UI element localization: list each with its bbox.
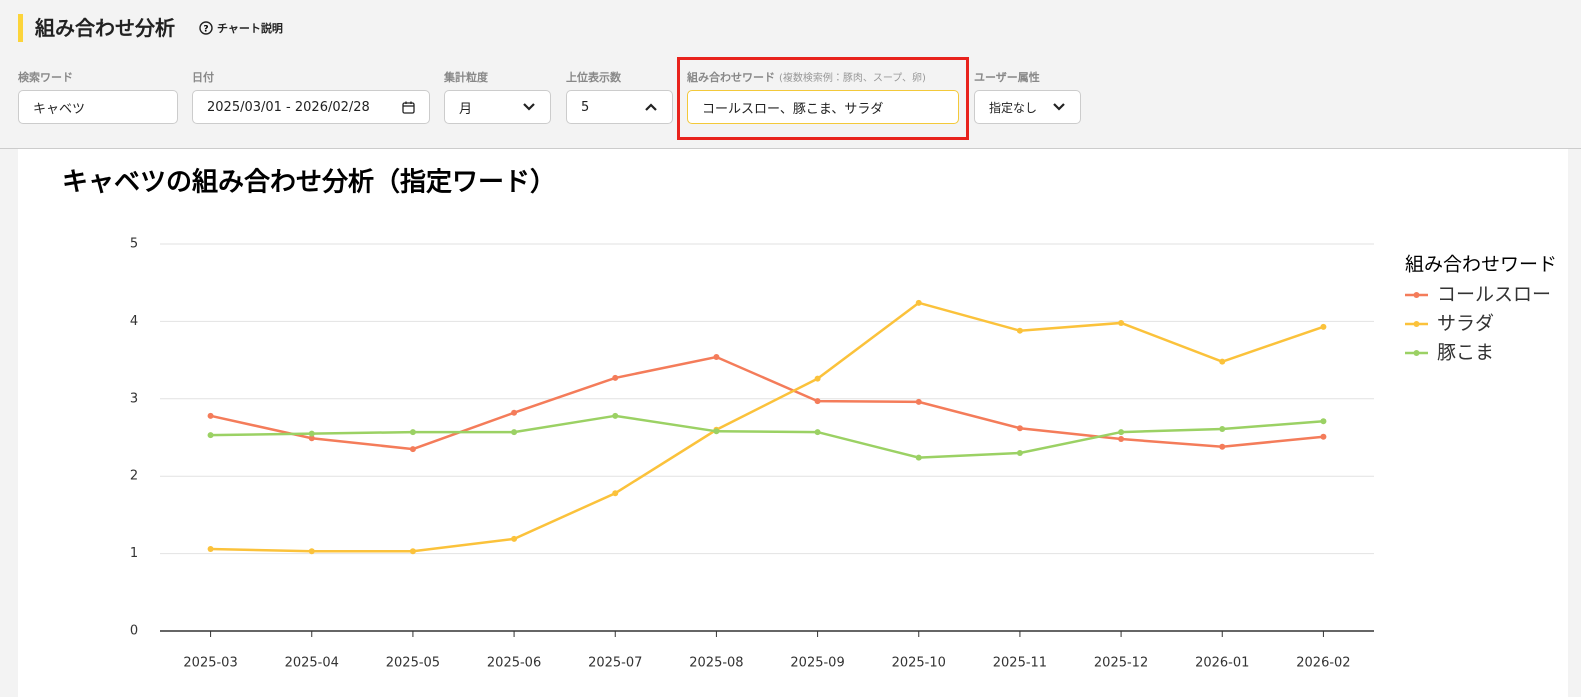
y-tick-label: 1 [130, 546, 138, 561]
date-input[interactable]: 2025/03/01 - 2026/02/28 [192, 90, 430, 124]
input-value: キャベツ [33, 101, 86, 117]
highlight-box [677, 57, 969, 140]
label-text: 組み合わせワード [687, 71, 775, 84]
legend-dot [1413, 292, 1420, 298]
data-point [915, 454, 922, 461]
x-tick-label: 2026-02 [1296, 656, 1350, 671]
top-count-select[interactable]: 5 [566, 90, 673, 124]
page-title: 組み合わせ分析 [35, 16, 175, 40]
granularity-select[interactable]: 月 [444, 90, 551, 124]
data-point [511, 535, 518, 542]
data-point [1118, 429, 1125, 436]
data-point [1016, 425, 1023, 432]
label-hint: (複数検索例：豚肉、スープ、卵) [779, 73, 926, 84]
x-tick-label: 2025-10 [892, 656, 946, 671]
combo-word-input[interactable]: コールスロー、豚こま、サラダ [687, 90, 959, 124]
data-point [915, 299, 922, 306]
help-icon: ? [199, 21, 213, 35]
data-point [1016, 327, 1023, 334]
chevron-down [1053, 103, 1065, 111]
data-point [308, 430, 315, 437]
filter-label: ユーザー属性 [974, 71, 1040, 84]
search-input[interactable]: キャベツ [18, 90, 178, 124]
filter-label: 検索ワード [18, 71, 73, 84]
data-point [814, 429, 821, 436]
help-link[interactable]: ? チャート説明 [199, 20, 283, 36]
legend-title: 組み合わせワード [1405, 254, 1557, 276]
data-point [915, 398, 922, 405]
data-point [713, 354, 720, 361]
filter-label: 集計粒度 [444, 71, 488, 84]
x-tick-label: 2025-06 [487, 656, 541, 671]
filter-label: 組み合わせワード (複数検索例：豚肉、スープ、卵) [687, 69, 926, 85]
chevron-up [645, 103, 657, 111]
data-point [1016, 449, 1023, 456]
filter-label: 日付 [192, 71, 214, 84]
x-tick-label: 2025-12 [1094, 656, 1148, 671]
data-point [814, 398, 821, 405]
legend-label: 豚こま [1437, 342, 1494, 364]
series-line [210, 301, 1324, 553]
data-point [612, 490, 619, 497]
x-tick-label: 2025-09 [790, 656, 844, 671]
data-point [612, 374, 619, 381]
input-value: コールスロー、豚こま、サラダ [702, 101, 884, 117]
data-point [1219, 358, 1226, 365]
data-point [207, 412, 214, 419]
data-point [1320, 433, 1327, 440]
input-value: 5 [581, 99, 590, 115]
legend-label: サラダ [1437, 313, 1494, 335]
data-point [1219, 425, 1226, 432]
x-tick-label: 2025-05 [386, 656, 440, 671]
chart-title: キャベツの組み合わせ分析（指定ワード） [62, 167, 556, 198]
data-point [1118, 319, 1125, 326]
x-tick-label: 2025-04 [285, 656, 339, 671]
data-point [308, 548, 315, 555]
data-point [1320, 418, 1327, 425]
y-tick-label: 3 [130, 391, 138, 406]
legend-dot [1413, 321, 1420, 327]
data-point [207, 432, 214, 439]
data-point [1118, 436, 1125, 443]
legend-dot [1413, 350, 1420, 356]
y-tick-label: 2 [130, 469, 138, 484]
x-tick-label: 2025-03 [183, 656, 237, 671]
data-point [207, 545, 214, 552]
calendar-icon [402, 101, 415, 114]
help-text: チャート説明 [217, 22, 283, 35]
data-point [409, 429, 416, 436]
input-value: 2025/03/01 - 2026/02/28 [207, 99, 370, 115]
x-tick-label: 2026-01 [1195, 656, 1249, 671]
y-tick-label: 5 [130, 237, 138, 252]
series-line [210, 414, 1324, 459]
y-tick-label: 0 [130, 624, 138, 639]
input-value: 月 [459, 101, 473, 117]
x-tick-label: 2025-08 [689, 656, 743, 671]
data-point [409, 548, 416, 555]
data-point [1320, 323, 1327, 330]
data-point [814, 375, 821, 382]
input-value: 指定なし [989, 100, 1038, 115]
data-point [713, 428, 720, 435]
data-point [308, 435, 315, 442]
chevron-down [523, 103, 535, 111]
data-point [511, 429, 518, 436]
y-tick-label: 4 [130, 314, 138, 329]
svg-text:?: ? [203, 25, 208, 35]
divider [0, 148, 1581, 149]
accent-bar [18, 14, 23, 42]
x-tick-label: 2025-07 [588, 656, 642, 671]
series-line [210, 355, 1324, 451]
data-point [1219, 443, 1226, 450]
chart: キャベツの組み合わせ分析（指定ワード） 組み合わせワード 0 1 2 3 4 5 2025-… [62, 167, 1557, 671]
data-point [612, 412, 619, 419]
data-point [511, 409, 518, 416]
legend-label: コールスロー [1437, 284, 1551, 306]
data-point [409, 446, 416, 453]
filter-label: 上位表示数 [566, 71, 621, 84]
x-tick-label: 2025-11 [993, 656, 1047, 671]
user-attr-select[interactable]: 指定なし [974, 90, 1081, 124]
